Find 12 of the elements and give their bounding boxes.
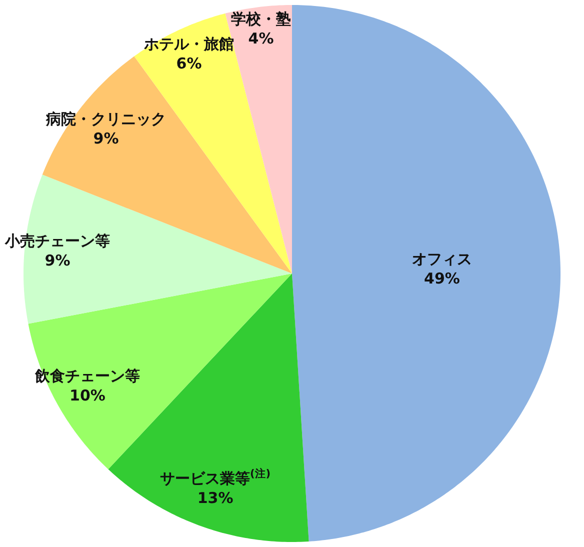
slice-label: ホテル・旅館: [143, 35, 234, 53]
data-label: 4%: [248, 30, 274, 48]
data-label: 9%: [44, 252, 70, 270]
data-label: 6%: [176, 54, 202, 72]
data-label: 49%: [424, 270, 460, 288]
slice-label: 学校・塾: [231, 10, 291, 28]
slice-label: オフィス: [412, 250, 472, 268]
slice-label: 小売チェーン等: [4, 232, 110, 250]
data-label: 13%: [197, 488, 234, 507]
data-label: 9%: [93, 130, 119, 148]
data-label: 10%: [70, 386, 106, 404]
slice-label: サービス業等$^{(注)}$: [160, 467, 271, 488]
